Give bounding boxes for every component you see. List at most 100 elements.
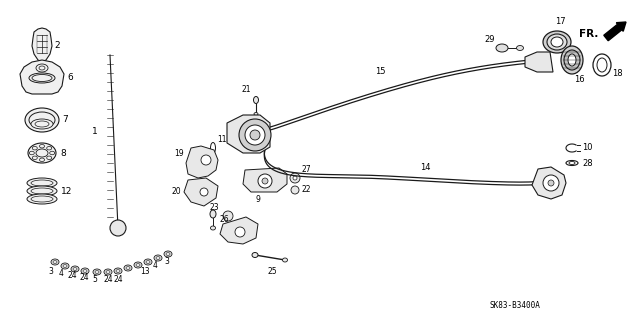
Text: 19: 19 [174,149,184,158]
Ellipse shape [61,263,69,269]
Ellipse shape [31,188,53,194]
Text: 1: 1 [92,127,98,136]
Ellipse shape [73,268,77,271]
Text: 12: 12 [61,187,72,196]
Ellipse shape [164,251,172,257]
Ellipse shape [253,97,259,103]
Ellipse shape [93,269,101,275]
Ellipse shape [124,265,132,271]
Ellipse shape [543,31,571,53]
Circle shape [262,178,268,184]
Ellipse shape [29,73,55,83]
Text: 3: 3 [48,266,53,276]
Ellipse shape [27,178,57,188]
Ellipse shape [516,46,524,50]
Ellipse shape [47,146,52,150]
Ellipse shape [211,226,216,230]
Text: 20: 20 [171,188,180,197]
Ellipse shape [569,161,575,165]
Text: 11: 11 [217,136,227,145]
Circle shape [258,174,272,188]
Text: 26: 26 [219,214,228,224]
Circle shape [245,125,265,145]
Ellipse shape [593,54,611,76]
Text: 9: 9 [255,196,260,204]
Polygon shape [227,115,270,153]
Text: 7: 7 [62,115,68,124]
Ellipse shape [31,119,53,129]
Circle shape [239,119,271,151]
Ellipse shape [134,262,142,268]
Ellipse shape [564,50,580,70]
Text: 27: 27 [301,166,310,174]
Ellipse shape [81,268,89,274]
Text: 16: 16 [574,76,584,85]
Ellipse shape [136,263,140,266]
Text: 15: 15 [375,68,385,77]
Text: 17: 17 [555,18,566,26]
Ellipse shape [551,37,563,47]
Polygon shape [32,28,52,62]
Ellipse shape [31,196,53,202]
Ellipse shape [50,151,54,155]
Circle shape [543,175,559,191]
Polygon shape [532,167,566,199]
Circle shape [110,220,126,236]
Ellipse shape [53,261,57,263]
Text: 18: 18 [612,69,623,78]
Ellipse shape [561,46,583,74]
Ellipse shape [282,258,287,262]
Ellipse shape [116,270,120,272]
Text: 25: 25 [267,266,276,276]
Circle shape [250,130,260,140]
Circle shape [200,188,208,196]
Ellipse shape [29,151,35,155]
Ellipse shape [31,180,53,186]
Polygon shape [20,60,64,94]
Circle shape [235,227,245,237]
Text: 6: 6 [67,72,73,81]
Text: 22: 22 [301,186,310,195]
Ellipse shape [29,112,55,128]
Text: 4: 4 [59,270,64,278]
Circle shape [201,155,211,165]
Ellipse shape [51,259,59,265]
Ellipse shape [63,264,67,268]
Polygon shape [243,168,287,192]
Text: 2: 2 [54,41,60,49]
Circle shape [223,211,233,221]
Ellipse shape [210,210,216,218]
Circle shape [291,186,299,194]
Text: 8: 8 [60,149,66,158]
Ellipse shape [32,156,37,160]
Ellipse shape [254,113,258,115]
Ellipse shape [83,270,87,272]
Ellipse shape [597,58,607,72]
Ellipse shape [496,44,508,52]
Ellipse shape [47,156,52,160]
Text: 28: 28 [582,159,593,167]
Ellipse shape [104,269,112,275]
Ellipse shape [36,149,48,157]
Ellipse shape [146,261,150,263]
Text: SK83-B3400A: SK83-B3400A [490,300,541,309]
Text: 4: 4 [153,262,158,271]
Text: 24: 24 [114,275,124,284]
Text: 24: 24 [79,272,88,281]
Circle shape [293,176,297,180]
Ellipse shape [568,54,576,66]
Text: 24: 24 [103,275,113,284]
Ellipse shape [95,271,99,273]
Polygon shape [186,146,218,178]
Ellipse shape [154,255,162,261]
Text: 3: 3 [164,257,169,266]
Ellipse shape [40,158,45,161]
Text: 21: 21 [242,85,252,94]
Ellipse shape [211,143,216,153]
Text: 29: 29 [484,35,495,44]
Ellipse shape [28,143,56,163]
Ellipse shape [144,259,152,265]
Polygon shape [525,52,553,72]
Polygon shape [220,217,258,244]
Text: 10: 10 [582,144,593,152]
